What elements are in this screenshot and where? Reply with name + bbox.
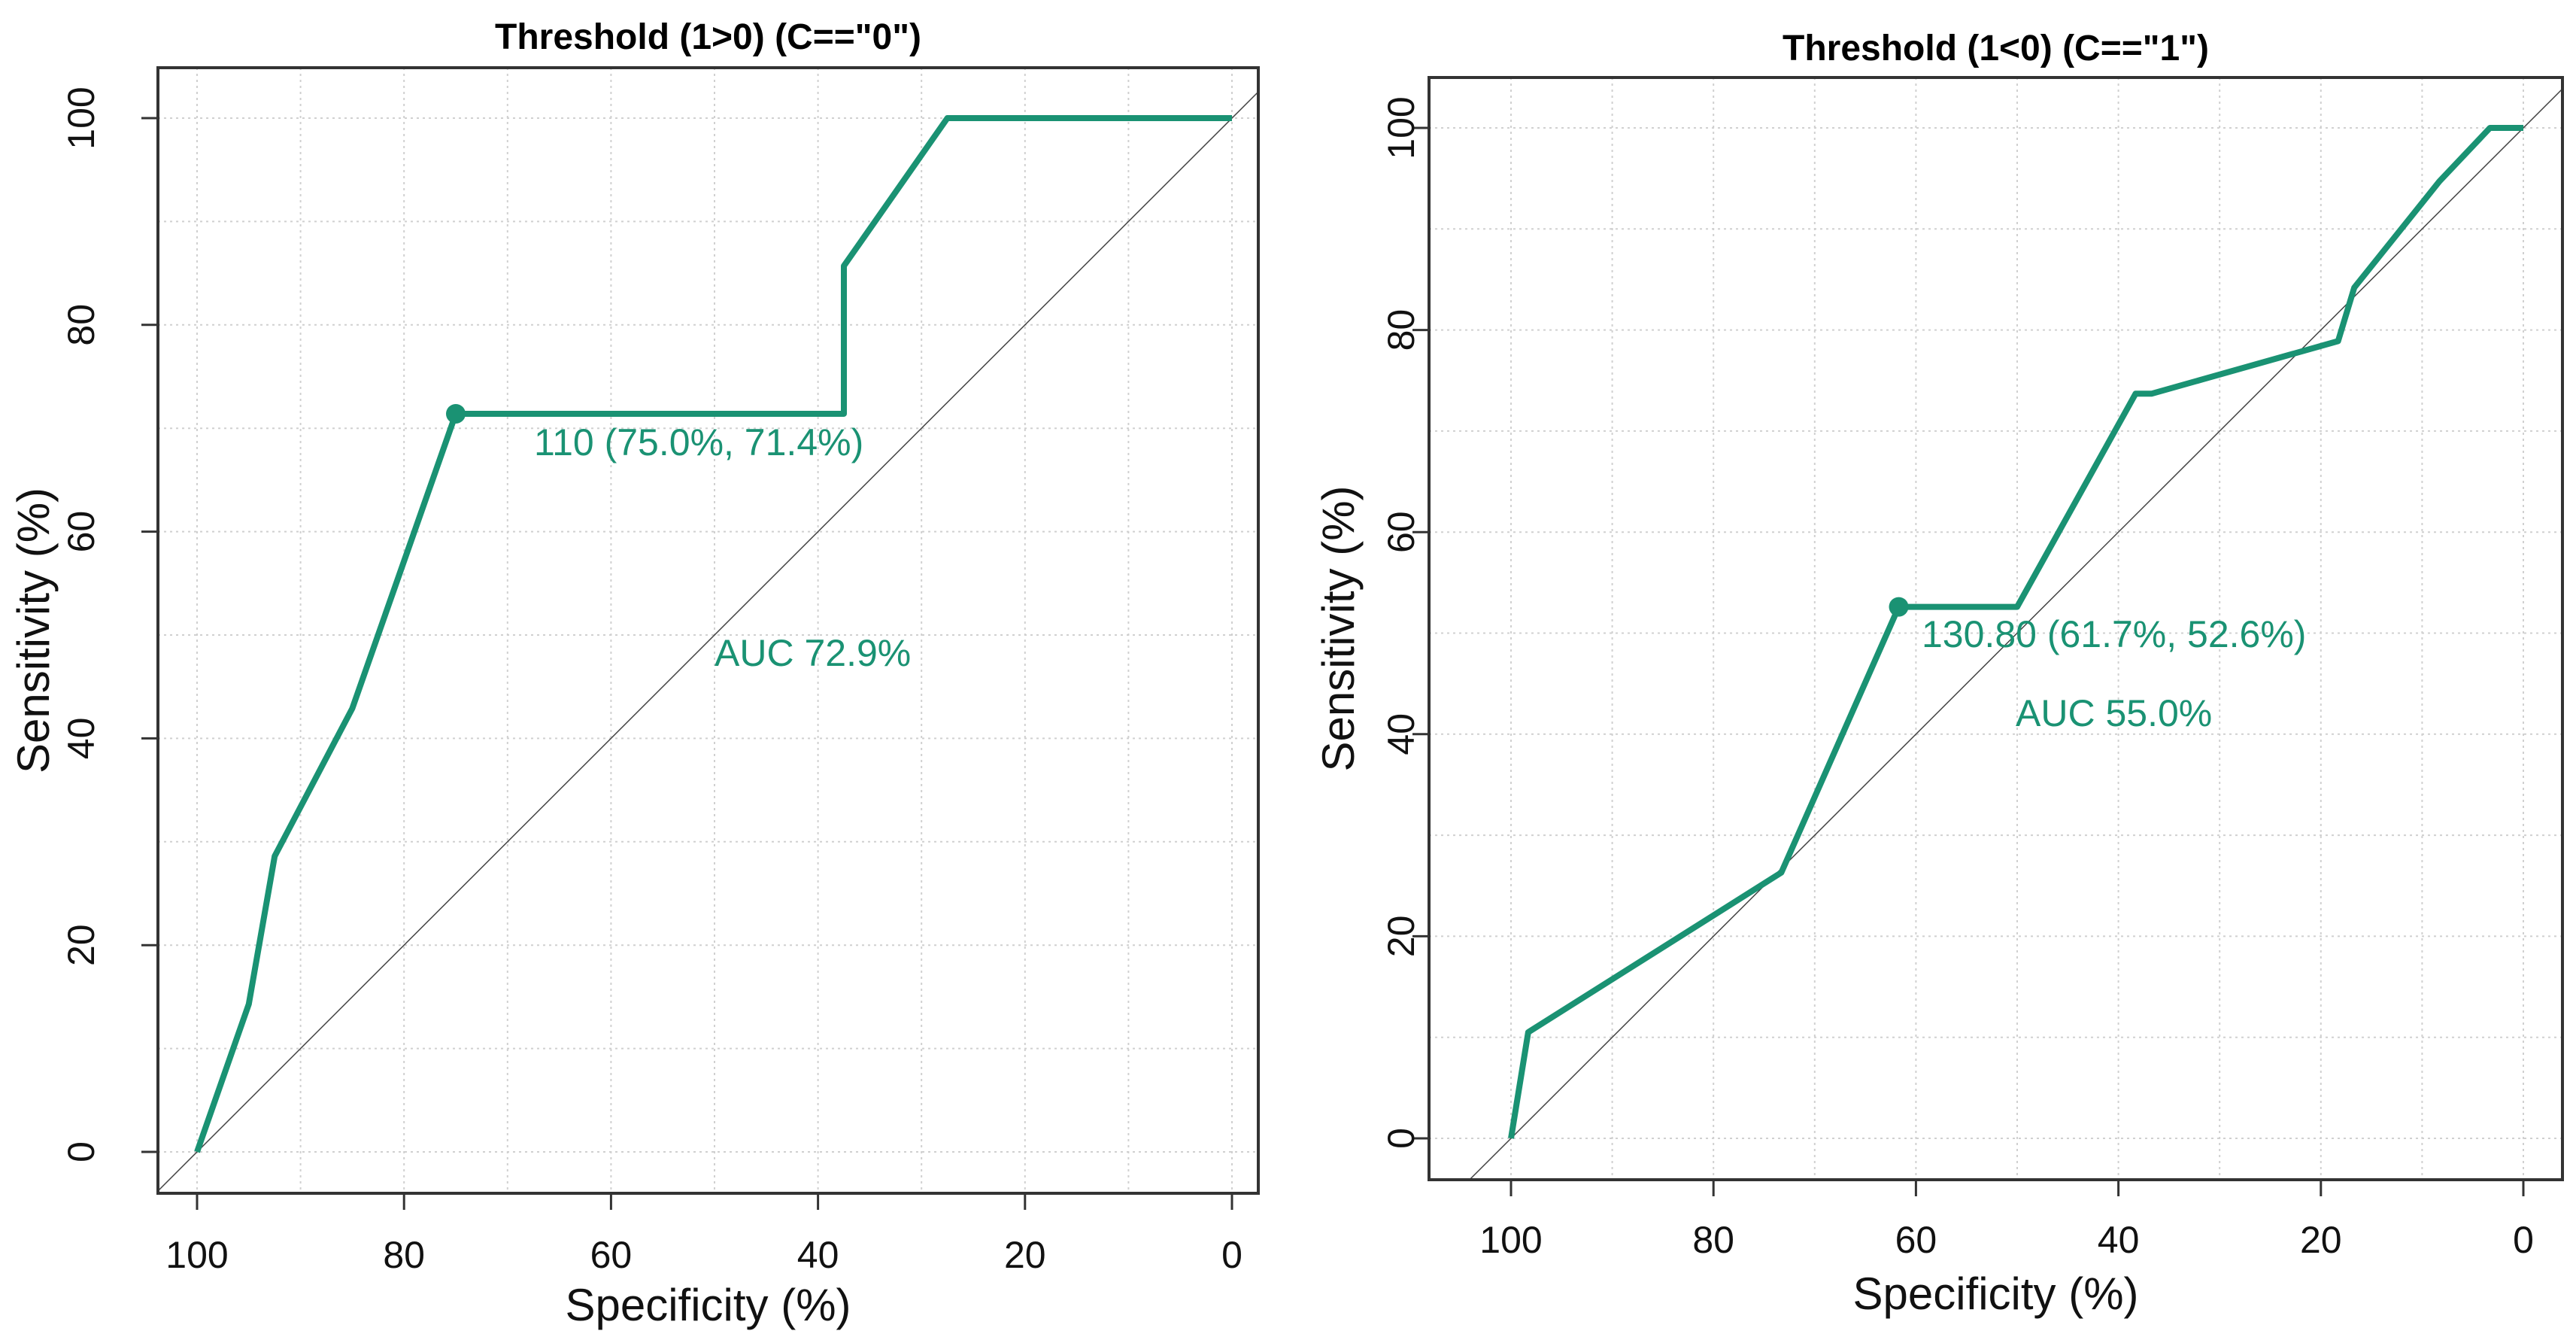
y-tick-label: 100	[1380, 96, 1422, 159]
best-threshold-point	[446, 403, 466, 424]
x-tick-label: 80	[383, 1234, 425, 1276]
y-tick-label: 100	[60, 87, 102, 149]
roc-panel-1: 100 80 60 40 20 0 0 20 40 60 80 100 Threshold (1>0) …	[8, 17, 1260, 1330]
x-tick-label: 60	[590, 1234, 633, 1276]
chart-title: Threshold (1>0) (C=="0")	[495, 17, 921, 57]
x-axis-label: Specificity (%)	[565, 1280, 851, 1330]
roc-panel-2: 100 80 60 40 20 0 0 20 40 60 80 100 Threshold (1<0) …	[1313, 29, 2564, 1319]
x-tick-label: 80	[1692, 1219, 1734, 1261]
x-tick-label: 0	[1221, 1234, 1242, 1276]
x-tick-label: 60	[1895, 1219, 1937, 1261]
best-threshold-label: 110 (75.0%, 71.4%)	[534, 421, 863, 463]
y-tick-label: 40	[1380, 713, 1422, 755]
y-axis-label: Sensitivity (%)	[1313, 485, 1364, 771]
y-tick-label: 20	[1380, 916, 1422, 958]
chance-diagonal	[158, 90, 1258, 1192]
x-tick-label: 20	[2300, 1219, 2342, 1261]
x-tick-label: 40	[797, 1234, 839, 1276]
plot-frame	[156, 66, 1260, 1195]
auc-label: AUC 55.0%	[2016, 692, 2212, 734]
y-tick-label: 60	[1380, 511, 1422, 553]
y-tick-label: 80	[1380, 309, 1422, 351]
roc-curve	[1508, 125, 2523, 1139]
x-tick-label: 20	[1004, 1234, 1046, 1276]
y-tick-label: 0	[60, 1141, 102, 1162]
y-tick-label: 20	[60, 924, 102, 966]
y-tick-label: 0	[1380, 1128, 1422, 1149]
y-tick-label: 80	[60, 304, 102, 346]
y-axis-label: Sensitivity (%)	[8, 488, 59, 773]
best-threshold-label: 130.80 (61.7%, 52.6%)	[1922, 613, 2306, 655]
plot-frame	[1428, 76, 2564, 1181]
x-tick-label: 40	[2098, 1219, 2140, 1261]
chance-diagonal	[1468, 88, 2562, 1180]
best-threshold-point	[1889, 597, 1909, 617]
x-tick-label: 0	[2513, 1219, 2534, 1261]
chart-title: Threshold (1<0) (C=="1")	[1783, 29, 2209, 68]
x-axis-label: Specificity (%)	[1852, 1269, 2138, 1319]
y-tick-label: 60	[60, 511, 102, 553]
y-tick-label: 40	[60, 718, 102, 760]
x-tick-label: 100	[165, 1234, 228, 1276]
x-tick-label: 100	[1479, 1219, 1542, 1261]
auc-label: AUC 72.9%	[715, 632, 911, 674]
